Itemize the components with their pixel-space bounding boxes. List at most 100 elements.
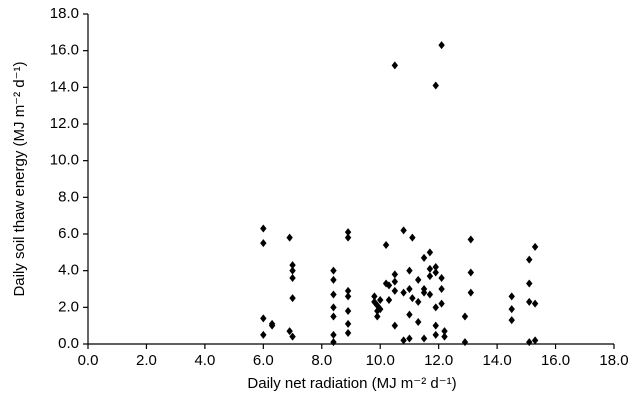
point (330, 303, 337, 312)
point (330, 312, 337, 321)
point (406, 310, 413, 319)
point (289, 274, 296, 282)
point (385, 281, 393, 290)
point (286, 327, 293, 336)
point (438, 299, 445, 308)
point (432, 81, 439, 90)
point (426, 248, 434, 257)
point (438, 285, 445, 293)
x-tick-label: 16.0 (541, 352, 570, 369)
point (374, 312, 381, 321)
x-tick-label: 6.0 (253, 352, 274, 369)
y-tick-label: 8.0 (58, 188, 79, 205)
y-tick-label: 14.0 (50, 78, 79, 95)
point (330, 275, 337, 284)
point (391, 277, 399, 286)
point (391, 321, 399, 330)
point (420, 288, 428, 297)
point (461, 312, 469, 321)
x-tick-label: 2.0 (136, 352, 157, 369)
y-tick-label: 16.0 (50, 42, 79, 59)
point (526, 297, 533, 306)
point (415, 275, 422, 284)
point (467, 288, 475, 297)
point (467, 268, 475, 277)
x-tick-label: 14.0 (483, 352, 512, 369)
point (406, 266, 413, 275)
point (377, 305, 384, 314)
y-tick-label: 18.0 (50, 5, 79, 22)
point (531, 299, 539, 308)
point (531, 336, 539, 345)
x-tick-label: 10.0 (366, 352, 395, 369)
y-tick-label: 12.0 (50, 115, 79, 132)
point (260, 314, 267, 323)
point (508, 292, 515, 301)
y-axis-label: Daily soil thaw energy (MJ m⁻² d⁻¹) (11, 61, 28, 296)
point (426, 272, 434, 281)
point (432, 303, 439, 312)
y-tick-label: 10.0 (50, 152, 79, 169)
point (344, 292, 352, 301)
point (432, 330, 439, 339)
point (432, 268, 439, 277)
point (344, 286, 352, 295)
point (260, 224, 267, 233)
x-tick-label: 0.0 (78, 352, 99, 369)
point (344, 329, 352, 337)
point (330, 266, 337, 275)
point (526, 279, 533, 288)
point (391, 61, 399, 70)
point (420, 334, 428, 343)
point (406, 334, 413, 343)
point (420, 253, 428, 262)
point (409, 294, 416, 303)
point (409, 233, 416, 242)
x-tick-label: 4.0 (194, 352, 215, 369)
point (508, 305, 515, 314)
point (344, 319, 352, 328)
point (385, 296, 393, 304)
point (441, 332, 448, 341)
point (461, 338, 469, 347)
point (415, 297, 422, 306)
point (289, 266, 296, 275)
point (415, 318, 422, 326)
point (289, 261, 296, 270)
point (344, 233, 352, 242)
x-tick-label: 18.0 (599, 352, 628, 369)
point (438, 41, 445, 50)
point (432, 263, 439, 271)
point (330, 330, 337, 339)
x-tick-label: 12.0 (424, 352, 453, 369)
point (377, 296, 384, 304)
point (330, 290, 337, 299)
point (260, 239, 267, 248)
point (268, 321, 276, 330)
point (508, 316, 515, 325)
point (426, 264, 434, 273)
point (438, 274, 445, 282)
point (526, 338, 533, 347)
point (344, 228, 352, 237)
x-tick-label: 8.0 (311, 352, 332, 369)
y-tick-label: 6.0 (58, 225, 79, 242)
x-axis-label: Daily net radiation (MJ m⁻² d⁻¹) (247, 375, 456, 392)
point (526, 255, 533, 264)
point (467, 235, 475, 244)
point (344, 307, 352, 315)
point (382, 241, 390, 249)
y-tick-label: 2.0 (58, 298, 79, 315)
point (426, 290, 434, 299)
point (400, 288, 407, 297)
point (391, 270, 399, 279)
point (330, 338, 337, 347)
point (371, 292, 378, 301)
point (391, 286, 399, 295)
y-tick-label: 4.0 (58, 262, 79, 279)
y-tick-label: 0.0 (58, 335, 79, 352)
point (289, 332, 296, 341)
point (531, 242, 539, 251)
point (289, 294, 296, 303)
